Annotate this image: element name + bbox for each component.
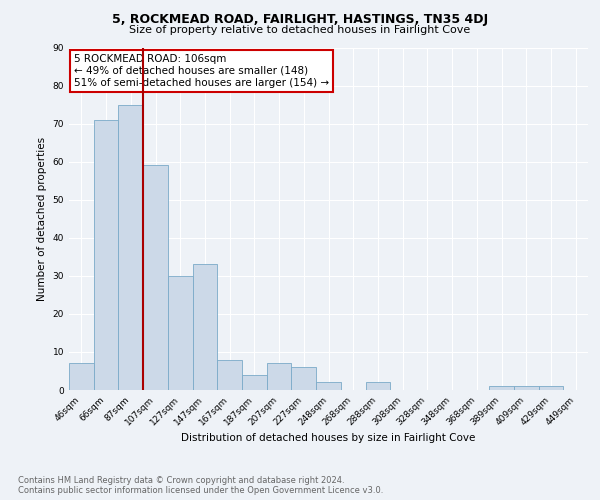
Text: 5, ROCKMEAD ROAD, FAIRLIGHT, HASTINGS, TN35 4DJ: 5, ROCKMEAD ROAD, FAIRLIGHT, HASTINGS, T…: [112, 12, 488, 26]
Text: 5 ROCKMEAD ROAD: 106sqm
← 49% of detached houses are smaller (148)
51% of semi-d: 5 ROCKMEAD ROAD: 106sqm ← 49% of detache…: [74, 54, 329, 88]
Bar: [489, 386, 514, 390]
Bar: [217, 360, 242, 390]
Text: Size of property relative to detached houses in Fairlight Cove: Size of property relative to detached ho…: [130, 25, 470, 35]
Bar: [143, 166, 168, 390]
Bar: [316, 382, 341, 390]
Bar: [118, 104, 143, 390]
Bar: [168, 276, 193, 390]
Bar: [514, 386, 539, 390]
Bar: [292, 367, 316, 390]
Bar: [193, 264, 217, 390]
Y-axis label: Number of detached properties: Number of detached properties: [37, 136, 47, 301]
Bar: [69, 364, 94, 390]
Bar: [267, 364, 292, 390]
Bar: [365, 382, 390, 390]
X-axis label: Distribution of detached houses by size in Fairlight Cove: Distribution of detached houses by size …: [181, 432, 476, 442]
Text: Contains HM Land Registry data © Crown copyright and database right 2024.
Contai: Contains HM Land Registry data © Crown c…: [18, 476, 383, 495]
Bar: [539, 386, 563, 390]
Bar: [94, 120, 118, 390]
Bar: [242, 375, 267, 390]
